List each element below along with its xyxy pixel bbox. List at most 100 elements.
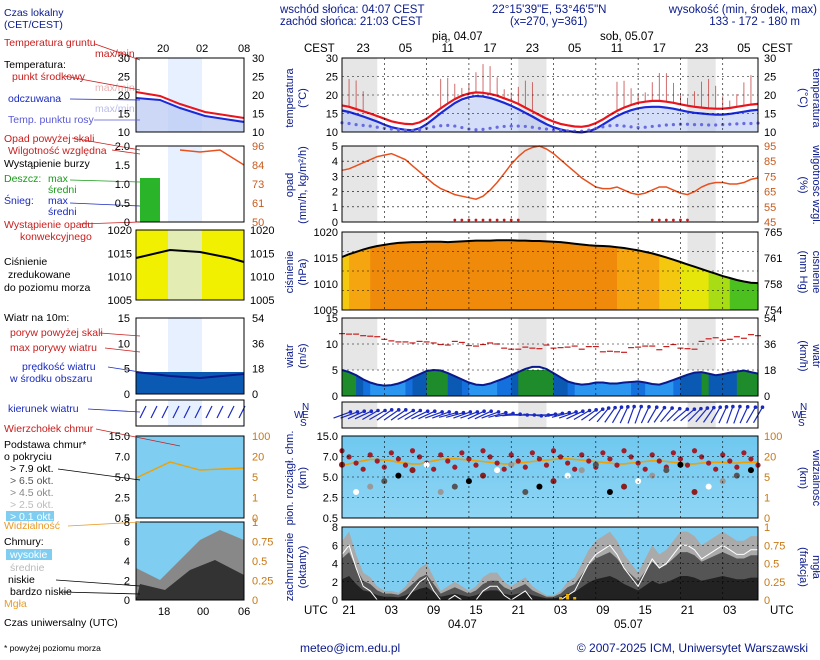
mini-temp-tick-right: 10 (252, 127, 264, 139)
bottom-hour-tick: 21 (342, 603, 356, 617)
wind-arrow (581, 408, 598, 421)
dew-point (516, 124, 520, 128)
mini-press-tick-left: 1010 (108, 272, 132, 284)
mini-cc-tick-left: 4 (124, 556, 130, 568)
wind-arrow-head (504, 410, 508, 415)
legend-convective: Wystąpienie opadu (4, 219, 93, 231)
wind-left-ticks-label: 15 (326, 313, 338, 325)
convective-dot (516, 218, 520, 222)
cloud-base-dot (494, 467, 501, 474)
wind-arrow-head (738, 404, 742, 409)
pressure-bar (447, 241, 456, 310)
wind-arrow-shaft (745, 406, 756, 424)
wind-arrow (687, 406, 703, 422)
cloud-base-dot (705, 483, 712, 490)
pressure-bar (419, 241, 428, 310)
mini-cc-tick-left: 2 (124, 576, 130, 588)
wind-arrow (673, 407, 690, 422)
mini-wind-arrow (216, 405, 224, 419)
pressure-bar (659, 256, 667, 310)
top-hour-tick: 05 (568, 41, 582, 55)
humidity-right-ticks-label: 95 (764, 141, 776, 153)
convective-dot (509, 218, 513, 222)
convective-dot (502, 218, 506, 222)
dew-point (432, 125, 436, 129)
wind-arrow-shaft (627, 406, 635, 424)
pressure-frame (341, 231, 759, 311)
legend-leader (67, 521, 141, 527)
legend-rain: Deszcz: (4, 173, 41, 185)
pressure-bar (356, 250, 364, 310)
dew-point (530, 125, 534, 129)
wind-arrow-head (724, 405, 729, 409)
cloud-top-dot (353, 460, 359, 466)
cloudcover-left-ticks: 8 6 4 2 0 (332, 522, 338, 607)
legend-midpoint: punkt środkowy (12, 71, 86, 83)
cloud-top-dot (748, 456, 754, 462)
wind-arrow-shaft (653, 407, 665, 423)
wind-speed-band (546, 370, 555, 396)
wind-arrow-shaft (432, 411, 450, 419)
cloud-base-dot (536, 483, 543, 490)
convective-dot (460, 218, 464, 222)
cloud-top-dot (649, 452, 655, 458)
mini-wind-tick-left: 5 (124, 364, 130, 376)
footer-email[interactable]: meteo@icm.edu.pl (300, 641, 400, 655)
mini-cloud-tick-left: 0.5 (115, 513, 130, 525)
bottom-hour-tick: 15 (469, 603, 483, 617)
pressure-bar (631, 249, 639, 310)
legend-dew: Temp. punktu rosy (8, 114, 95, 126)
wind-arrow-head (369, 409, 374, 413)
wind-arrow-shaft (453, 411, 471, 419)
pressure-bar (574, 244, 583, 310)
precip-left-ticks-label: 4 (332, 156, 338, 168)
wind-arrow-head (670, 406, 674, 410)
pressure-axis-title-right: ciśnienie (810, 251, 820, 294)
cloud-top-dot (691, 448, 698, 454)
legend-time-local: Czas lokalny (4, 7, 64, 19)
legend-leader (69, 202, 141, 207)
cloud-top-dot (600, 450, 606, 456)
precip-left-ticks-label: 0 (332, 217, 338, 229)
cloud-top-dot (431, 466, 437, 472)
fog-bar (566, 594, 570, 600)
pressure-bar (349, 253, 357, 310)
precip-left-ticks-label: 2 (332, 187, 338, 199)
cloud-base-dot (564, 472, 571, 479)
cloud-top-dot (565, 460, 571, 466)
wind-speed-band (440, 370, 449, 396)
mini-wind-arrow (161, 405, 169, 419)
mini-press-night (168, 230, 202, 300)
wind-arrow-shaft (460, 411, 478, 419)
mini-cc-tick-right: 0 (252, 595, 258, 607)
legend-wind-title: Wiatr na 10m: (4, 312, 69, 324)
legend-high: wysokie (9, 549, 48, 561)
wind-arrow-shaft (488, 412, 506, 418)
wind-speed-band (750, 370, 759, 396)
cest-label-right: CEST (762, 43, 793, 55)
cloud-base-dot (395, 472, 402, 479)
pressure-bar (743, 282, 752, 310)
cloud-base-dot (578, 467, 585, 474)
wind-speed-band (708, 370, 717, 396)
wind-arrow-shaft (687, 408, 702, 422)
humidity-line (341, 145, 759, 200)
legend-high-swatch (6, 549, 52, 560)
wind-arrow-shaft (673, 408, 688, 422)
cloud-top-dot (402, 462, 409, 468)
wind-arrow-shaft (660, 407, 673, 423)
mini-temp-frame (135, 57, 245, 133)
pressure-bar (581, 244, 590, 310)
bottom-hour-tick: 09 (427, 603, 441, 617)
wind-axis-unit-right: (km/h) (797, 340, 809, 371)
sunset-text: zachód słońca: 21:03 CEST (280, 16, 423, 28)
pressure-bar (497, 240, 505, 310)
mini-temp-tick-right: 30 (252, 53, 264, 65)
cloud-top-dot (480, 448, 486, 454)
pressure-left-ticks-label: 1020 (314, 227, 338, 239)
mini-cloud (136, 436, 244, 518)
cloud-top-dot (487, 454, 493, 460)
mini-felt-line (135, 97, 245, 123)
wind-arrow-head (587, 408, 592, 413)
mini-visibility-line (135, 461, 245, 479)
